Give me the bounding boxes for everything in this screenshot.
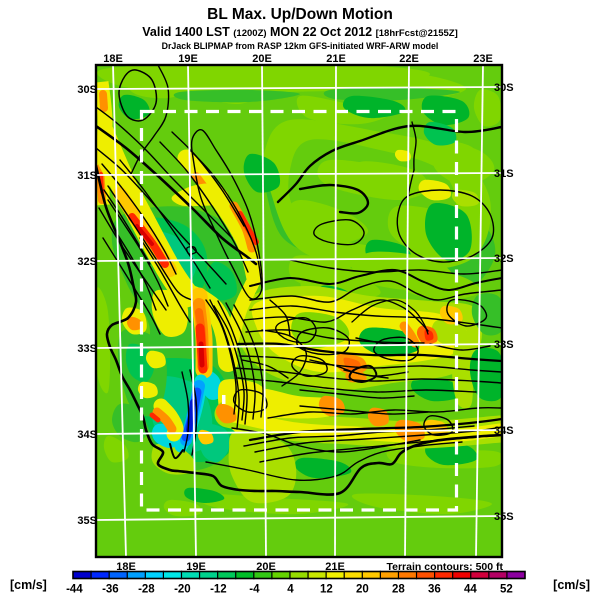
svg-text:33S: 33S bbox=[77, 343, 97, 355]
svg-text:4: 4 bbox=[287, 584, 294, 596]
svg-text:31S: 31S bbox=[494, 168, 514, 180]
svg-text:23E: 23E bbox=[473, 53, 493, 65]
svg-text:-12: -12 bbox=[210, 584, 227, 596]
svg-text:19E: 19E bbox=[178, 53, 198, 65]
svg-text:20: 20 bbox=[356, 584, 369, 596]
svg-text:35S: 35S bbox=[494, 511, 514, 523]
svg-text:Valid 1400 LST (1200Z) MON 22: Valid 1400 LST (1200Z) MON 22 Oct 2012 [… bbox=[142, 25, 458, 39]
svg-text:21E: 21E bbox=[326, 53, 346, 65]
svg-text:-28: -28 bbox=[138, 584, 155, 596]
svg-text:35S: 35S bbox=[77, 515, 97, 527]
svg-text:32S: 32S bbox=[77, 256, 97, 268]
svg-text:32S: 32S bbox=[494, 253, 514, 265]
svg-text:36: 36 bbox=[428, 584, 441, 596]
svg-text:-44: -44 bbox=[66, 584, 83, 596]
svg-text:52: 52 bbox=[500, 584, 513, 596]
svg-text:31S: 31S bbox=[77, 170, 97, 182]
svg-text:BL Max. Up/Down Motion: BL Max. Up/Down Motion bbox=[207, 6, 393, 23]
svg-text:12: 12 bbox=[320, 584, 333, 596]
svg-text:-20: -20 bbox=[174, 584, 191, 596]
svg-text:44: 44 bbox=[464, 584, 477, 596]
svg-text:30S: 30S bbox=[77, 84, 97, 96]
svg-text:[cm/s]: [cm/s] bbox=[553, 578, 590, 592]
svg-text:20E: 20E bbox=[252, 53, 272, 65]
svg-text:28: 28 bbox=[392, 584, 405, 596]
svg-text:20E: 20E bbox=[256, 561, 276, 573]
svg-text:18E: 18E bbox=[103, 53, 123, 65]
svg-text:Terrain contours: 500 ft: Terrain contours: 500 ft bbox=[387, 561, 504, 573]
svg-text:34S: 34S bbox=[494, 425, 514, 437]
svg-text:22E: 22E bbox=[399, 53, 419, 65]
svg-text:19E: 19E bbox=[186, 561, 206, 573]
svg-text:34S: 34S bbox=[77, 429, 97, 441]
svg-text:DrJack BLIPMAP from RASP 12km: DrJack BLIPMAP from RASP 12km GFS-initia… bbox=[162, 41, 439, 51]
svg-text:[cm/s]: [cm/s] bbox=[10, 578, 47, 592]
svg-text:30S: 30S bbox=[494, 82, 514, 94]
svg-text:-4: -4 bbox=[249, 584, 260, 596]
svg-text:-36: -36 bbox=[102, 584, 119, 596]
svg-text:33S: 33S bbox=[494, 339, 514, 351]
svg-text:18E: 18E bbox=[116, 561, 136, 573]
svg-text:21E: 21E bbox=[325, 561, 345, 573]
